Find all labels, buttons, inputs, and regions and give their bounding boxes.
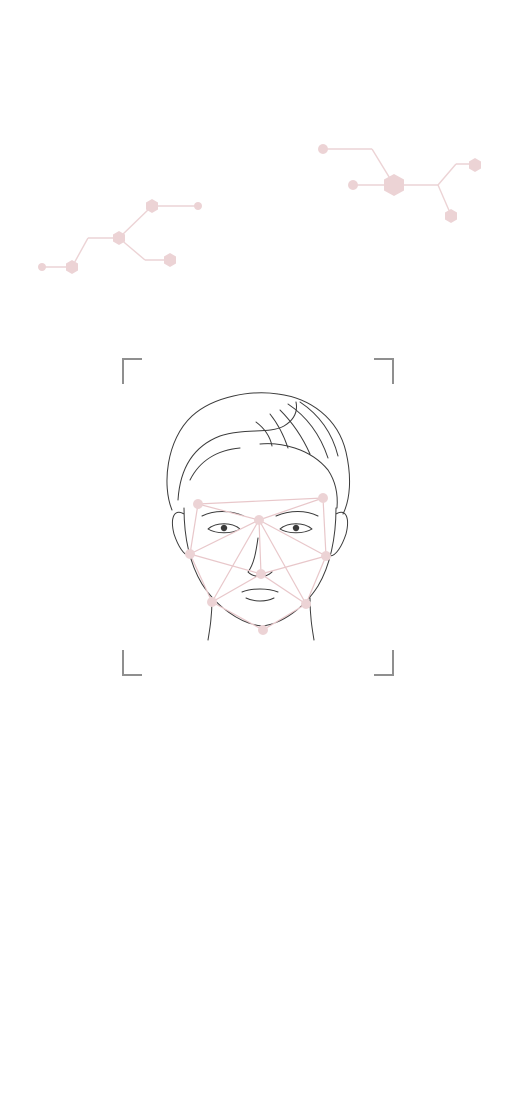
scan-corner-icon (122, 358, 142, 384)
scan-corner-icon (122, 650, 142, 676)
face-mesh-icon (160, 388, 360, 643)
scan-corner-icon (374, 358, 394, 384)
molecule-network-icon (310, 135, 490, 230)
scan-corner-icon (374, 650, 394, 676)
molecule-network-icon (30, 190, 220, 280)
